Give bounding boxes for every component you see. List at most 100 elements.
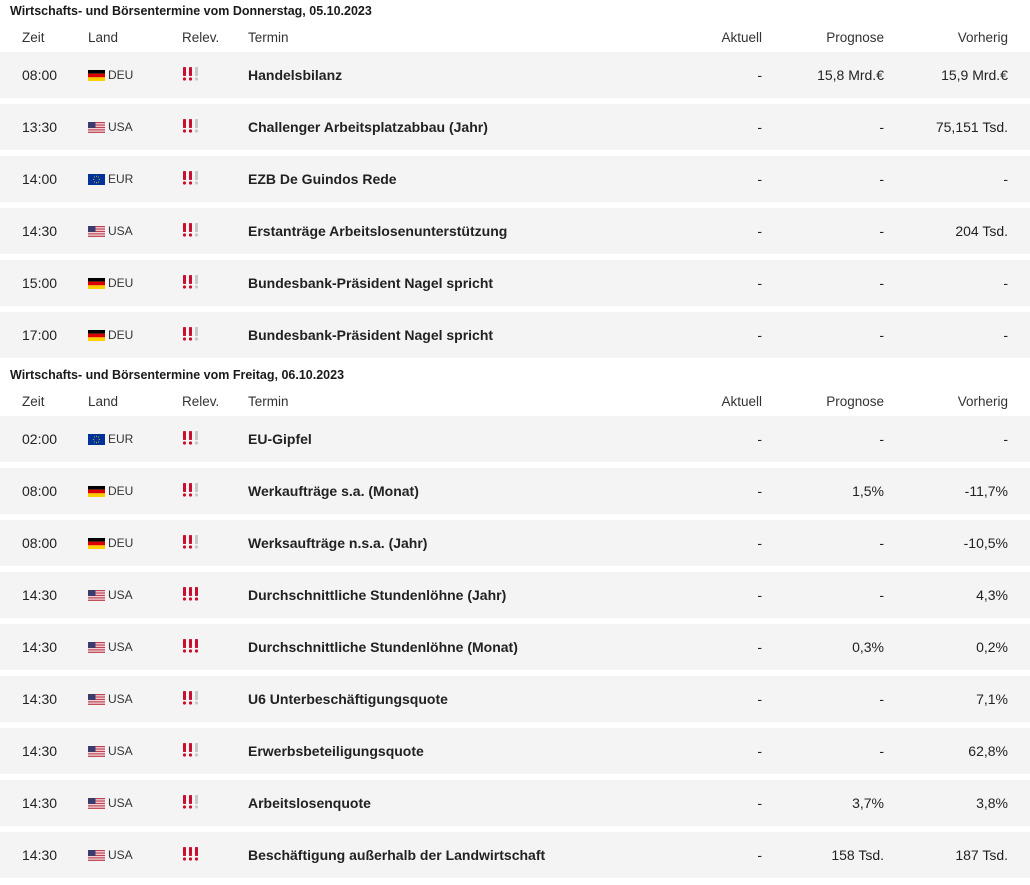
usa-flag-icon: [88, 225, 105, 237]
exclamation-icon: [182, 638, 187, 653]
event-actual: -: [757, 67, 762, 83]
exclamation-icon: [194, 638, 199, 653]
table-row[interactable]: 15:00 DEU Bundesbank-Präsident Nagel spr…: [0, 260, 1030, 306]
event-forecast: 0,3%: [852, 639, 884, 655]
event-forecast: -: [879, 223, 884, 239]
event-actual: -: [757, 327, 762, 343]
header-aktuell: Aktuell: [721, 393, 762, 409]
event-forecast: -: [879, 275, 884, 291]
country-code: USA: [108, 120, 133, 134]
event-name[interactable]: U6 Unterbeschäftigungsquote: [248, 691, 448, 707]
event-forecast: -: [879, 327, 884, 343]
event-name[interactable]: Bundesbank-Präsident Nagel spricht: [248, 327, 494, 343]
event-forecast: -: [879, 535, 884, 551]
event-name[interactable]: Durchschnittliche Stundenlöhne (Monat): [248, 639, 518, 655]
event-name[interactable]: Challenger Arbeitsplatzabbau (Jahr): [248, 119, 488, 135]
event-previous: 4,3%: [976, 587, 1008, 603]
event-country: USA: [70, 224, 166, 238]
relevance-indicator: [166, 742, 232, 760]
event-time: 14:30: [22, 795, 58, 811]
event-forecast: -: [879, 431, 884, 447]
event-previous: 15,9 Mrd.€: [941, 67, 1008, 83]
exclamation-icon: [188, 118, 193, 133]
usa-flag-icon: [88, 641, 105, 653]
event-name[interactable]: Erstanträge Arbeitslosenunterstützung: [248, 223, 508, 239]
exclamation-icon: [188, 690, 193, 705]
event-previous: 204 Tsd.: [955, 223, 1008, 239]
exclamation-icon: [194, 742, 199, 757]
event-name[interactable]: EZB De Guindos Rede: [248, 171, 397, 187]
table-row[interactable]: 13:30 USA Challenger Arbeitsplatzabbau (…: [0, 104, 1030, 150]
eu-flag-icon: [88, 173, 105, 185]
usa-flag-icon: [88, 797, 105, 809]
relevance-indicator: [166, 118, 232, 136]
event-time: 02:00: [22, 431, 58, 447]
table-row[interactable]: 08:00 DEU Werksaufträge n.s.a. (Jahr) - …: [0, 520, 1030, 566]
event-time: 15:00: [22, 275, 58, 291]
header-prognose: Prognose: [826, 29, 884, 45]
exclamation-icon: [188, 586, 193, 601]
exclamation-icon: [182, 690, 187, 705]
event-time: 17:00: [22, 327, 58, 343]
event-name[interactable]: Beschäftigung außerhalb der Landwirtscha…: [248, 847, 546, 863]
exclamation-icon: [182, 742, 187, 757]
event-time: 08:00: [22, 483, 58, 499]
relevance-indicator: [166, 794, 232, 812]
exclamation-icon: [188, 794, 193, 809]
exclamation-icon: [188, 326, 193, 341]
exclamation-icon: [182, 534, 187, 549]
table-row[interactable]: 14:30 USA Durchschnittliche Stundenlöhne…: [0, 572, 1030, 618]
event-actual: -: [757, 535, 762, 551]
table-row[interactable]: 14:30 USA Beschäftigung außerhalb der La…: [0, 832, 1030, 878]
relevance-indicator: [166, 66, 232, 84]
event-time: 14:30: [22, 691, 58, 707]
table-row[interactable]: 14:30 USA Arbeitslosenquote - 3,7% 3,8%: [0, 780, 1030, 826]
header-vorherig: Vorherig: [957, 393, 1008, 409]
event-forecast: -: [879, 171, 884, 187]
country-code: EUR: [108, 432, 134, 446]
header-land: Land: [88, 393, 119, 409]
event-name[interactable]: Werksaufträge n.s.a. (Jahr): [248, 535, 428, 551]
event-name[interactable]: Erwerbsbeteiligungsquote: [248, 743, 424, 759]
header-prognose: Prognose: [826, 393, 884, 409]
relevance-indicator: [166, 274, 232, 292]
event-name[interactable]: Werkaufträge s.a. (Monat): [248, 483, 419, 499]
event-forecast: -: [879, 119, 884, 135]
event-time: 08:00: [22, 535, 58, 551]
relevance-indicator: [166, 482, 232, 500]
relevance-indicator: [166, 846, 232, 864]
country-code: USA: [108, 796, 133, 810]
event-name[interactable]: Arbeitslosenquote: [248, 795, 371, 811]
table-row[interactable]: 17:00 DEU Bundesbank-Präsident Nagel spr…: [0, 312, 1030, 358]
event-forecast: -: [879, 691, 884, 707]
event-previous: -: [1003, 431, 1008, 447]
event-forecast: -: [879, 743, 884, 759]
exclamation-icon: [194, 482, 199, 497]
event-name[interactable]: Durchschnittliche Stundenlöhne (Jahr): [248, 587, 507, 603]
event-actual: -: [757, 223, 762, 239]
table-row[interactable]: 14:30 USA Durchschnittliche Stundenlöhne…: [0, 624, 1030, 670]
table-header: Zeit Land Relev. Termin Aktuell Prognose…: [0, 386, 1030, 416]
table-row[interactable]: 14:30 USA Erstanträge Arbeitslosenunters…: [0, 208, 1030, 254]
exclamation-icon: [182, 274, 187, 289]
header-time: Zeit: [22, 29, 45, 45]
event-country: USA: [70, 120, 166, 134]
event-time: 14:30: [22, 587, 58, 603]
exclamation-icon: [188, 638, 193, 653]
table-row[interactable]: 14:30 USA Erwerbsbeteiligungsquote - - 6…: [0, 728, 1030, 774]
table-row[interactable]: 14:30 USA U6 Unterbeschäftigungsquote - …: [0, 676, 1030, 722]
usa-flag-icon: [88, 589, 105, 601]
event-name[interactable]: Bundesbank-Präsident Nagel spricht: [248, 275, 494, 291]
table-row[interactable]: 08:00 DEU Handelsbilanz - 15,8 Mrd.€ 15,…: [0, 52, 1030, 98]
table-row[interactable]: 02:00 EUR EU-Gipfel - - -: [0, 416, 1030, 462]
event-name[interactable]: EU-Gipfel: [248, 431, 312, 447]
event-country: DEU: [70, 328, 166, 342]
exclamation-icon: [182, 66, 187, 81]
event-forecast: 158 Tsd.: [831, 847, 884, 863]
event-actual: -: [757, 691, 762, 707]
event-previous: -: [1003, 171, 1008, 187]
table-row[interactable]: 08:00 DEU Werkaufträge s.a. (Monat) - 1,…: [0, 468, 1030, 514]
exclamation-icon: [194, 586, 199, 601]
event-name[interactable]: Handelsbilanz: [248, 67, 343, 83]
table-row[interactable]: 14:00 EUR EZB De Guindos Rede - - -: [0, 156, 1030, 202]
